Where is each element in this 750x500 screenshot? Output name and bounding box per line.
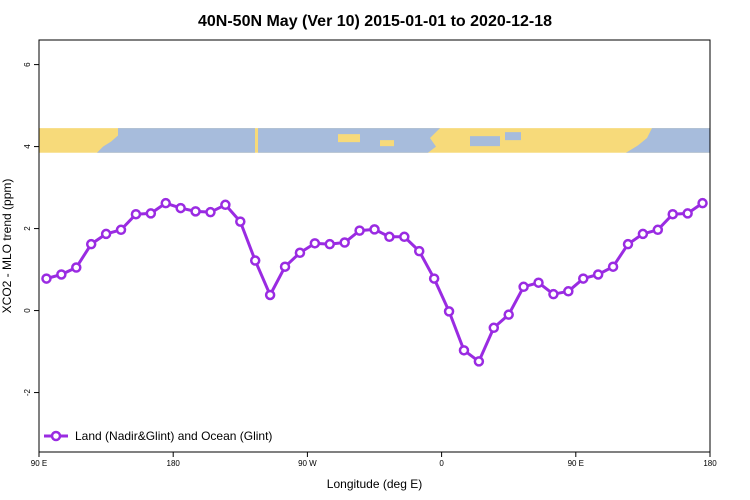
data-point [518, 281, 529, 293]
data-point [503, 309, 514, 320]
y-axis-label: XCO2 - MLO trend (ppm) [0, 179, 14, 314]
data-point [235, 216, 246, 227]
data-point [622, 238, 634, 250]
data-point [205, 206, 216, 218]
data-point [473, 356, 485, 367]
y-axis: -2 0 2 4 6 [23, 62, 39, 396]
data-point [175, 202, 186, 214]
data-point [637, 228, 649, 240]
legend-label: Land (Nadir&Glint) and Ocean (Glint) [75, 429, 272, 443]
data-point [607, 261, 619, 272]
x-tick-label: 0 [439, 459, 444, 468]
data-point [160, 197, 171, 209]
x-tick-label: 180 [703, 459, 717, 468]
map-land [380, 140, 394, 147]
y-tick-label: 4 [23, 144, 32, 149]
y-tick-label: 0 [23, 308, 32, 313]
x-tick-label: 90 W [298, 459, 317, 468]
data-point [413, 245, 425, 257]
map-ocean [505, 132, 521, 141]
data-point [115, 224, 127, 236]
data-point [488, 322, 500, 334]
data-point [384, 231, 395, 243]
x-tick-label: 90 E [568, 459, 584, 468]
data-point [294, 247, 306, 259]
data-point [667, 208, 678, 220]
data-point [578, 273, 589, 284]
y-tick-label: -2 [23, 388, 32, 396]
data-point [652, 224, 664, 236]
map-ocean [470, 136, 500, 147]
data-point [41, 273, 52, 284]
series-layer [41, 197, 708, 367]
data-point [324, 238, 336, 250]
data-point [100, 228, 112, 240]
x-tick-label: 90 E [31, 459, 47, 468]
data-point [130, 208, 142, 220]
data-point [339, 237, 350, 248]
data-point [592, 269, 604, 280]
data-point [71, 262, 82, 273]
map-band [39, 128, 710, 153]
data-point [548, 288, 559, 300]
data-point [563, 286, 574, 297]
data-point [56, 269, 67, 280]
data-point [249, 255, 261, 266]
data-point [428, 273, 440, 284]
data-point [309, 238, 321, 249]
plot-frame [38, 39, 711, 453]
data-point [458, 345, 470, 356]
data-point [682, 208, 693, 219]
map-land [338, 134, 360, 143]
y-tick-label: 6 [23, 62, 32, 67]
chart-title: 40N-50N May (Ver 10) 2015-01-01 to 2020-… [198, 13, 552, 30]
data-point [264, 289, 276, 301]
map-ocean [626, 128, 710, 153]
legend-marker [50, 430, 62, 442]
data-point [443, 306, 455, 317]
data-point [369, 224, 380, 235]
y-tick-label: 2 [23, 226, 32, 231]
x-tick-label: 180 [167, 459, 181, 468]
data-point [85, 238, 97, 250]
legend: Land (Nadir&Glint) and Ocean (Glint) [44, 429, 272, 443]
x-axis-label: Longitude (deg E) [327, 477, 422, 491]
data-point [533, 277, 544, 288]
data-point [190, 206, 201, 217]
data-point [145, 208, 157, 219]
data-point [697, 197, 708, 209]
data-point [399, 231, 410, 243]
data-point [220, 199, 231, 211]
data-point [279, 261, 291, 272]
map-ocean [97, 128, 255, 153]
data-point [354, 225, 365, 236]
x-axis: 90 E 180 90 W 0 90 E 180 [31, 452, 717, 468]
